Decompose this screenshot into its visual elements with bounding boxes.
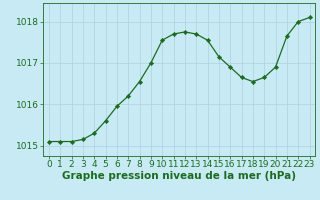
X-axis label: Graphe pression niveau de la mer (hPa): Graphe pression niveau de la mer (hPa) (62, 171, 296, 181)
